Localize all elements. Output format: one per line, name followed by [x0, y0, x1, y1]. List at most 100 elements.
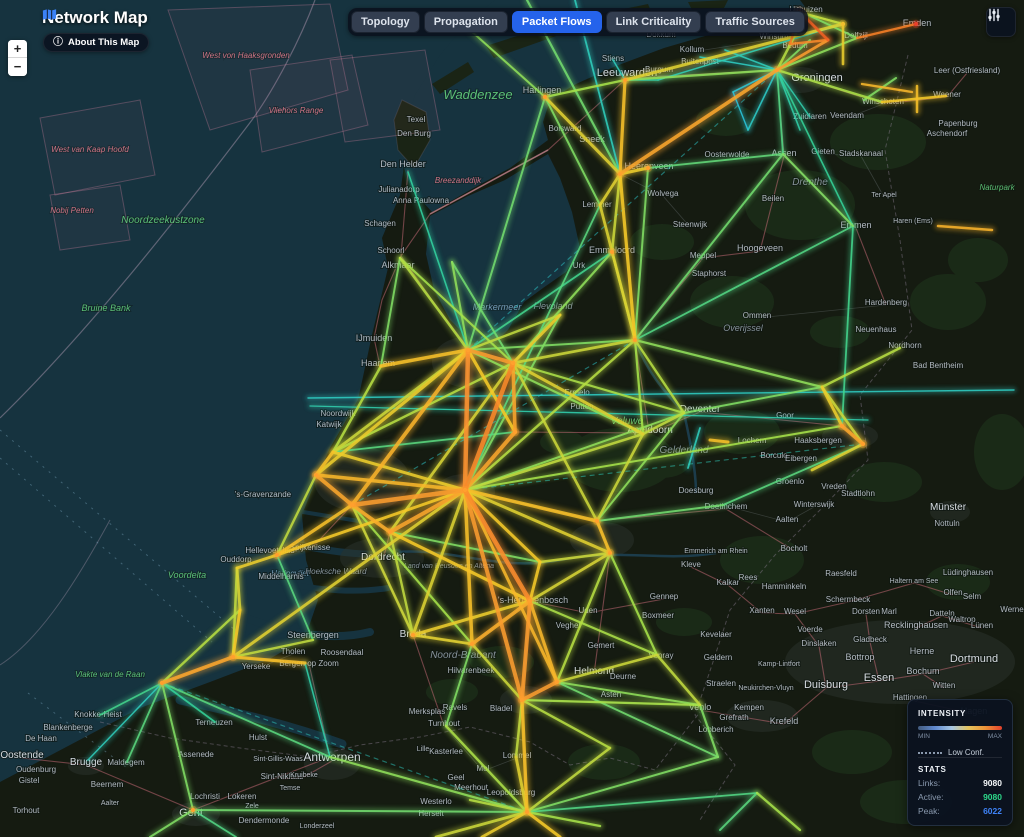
- network-node[interactable]: [607, 550, 613, 556]
- flow-line: [464, 412, 685, 491]
- network-node[interactable]: [519, 697, 525, 703]
- map-label: Hilvarenbeek: [448, 666, 496, 675]
- map-label: Ter Apel: [871, 192, 897, 199]
- app-header: Network Map: [42, 8, 148, 28]
- network-node[interactable]: [190, 807, 196, 813]
- network-node[interactable]: [594, 518, 600, 524]
- network-node[interactable]: [524, 809, 530, 815]
- map-label: Geldern: [704, 653, 732, 662]
- low-conf-label: Low Conf.: [948, 748, 985, 757]
- flow-line: [776, 69, 854, 227]
- map-label: Boxmeer: [642, 611, 674, 620]
- map-label: Gieten: [811, 147, 835, 156]
- flow-line: [463, 488, 559, 684]
- network-node[interactable]: [839, 423, 845, 429]
- stat-row: Active: 9080: [918, 792, 1002, 802]
- zoom-in-button[interactable]: +: [8, 40, 27, 58]
- network-node[interactable]: [274, 552, 280, 558]
- tab-traffic-sources[interactable]: Traffic Sources: [705, 11, 805, 33]
- flow-line: [87, 682, 163, 761]
- map-label: Middelharnis: [258, 572, 303, 581]
- layer-settings-button[interactable]: [986, 7, 1016, 37]
- network-node[interactable]: [622, 77, 628, 83]
- tab-propagation[interactable]: Propagation: [423, 11, 508, 33]
- map-label: Ommen: [743, 311, 771, 320]
- map-label: Tholen: [281, 647, 305, 656]
- flow-line: [634, 153, 784, 341]
- tab-packet-flows[interactable]: Packet Flows: [511, 11, 602, 33]
- zoom-out-button[interactable]: −: [8, 58, 27, 76]
- flow-line: [538, 551, 612, 564]
- network-node[interactable]: [469, 641, 475, 647]
- flow-line: [511, 361, 645, 436]
- network-node[interactable]: [387, 529, 393, 535]
- flow-line: [160, 608, 242, 685]
- map-label: Doesburg: [679, 486, 714, 495]
- flow-line: [463, 488, 524, 702]
- map-label: Oostende: [0, 750, 44, 761]
- network-node[interactable]: [313, 472, 319, 478]
- map-label: Schagen: [364, 219, 396, 228]
- network-node[interactable]: [774, 67, 780, 73]
- flow-line: [467, 251, 613, 351]
- flow-line: [596, 504, 724, 522]
- network-node[interactable]: [230, 654, 236, 660]
- map-label: Neukirchen-Vluyn: [738, 685, 793, 692]
- network-node[interactable]: [554, 679, 560, 685]
- map-label: Roosendaal: [321, 648, 364, 657]
- map-label: De Haan: [25, 734, 57, 743]
- map-label: Bergen op Zoom: [279, 659, 339, 668]
- network-node[interactable]: [410, 632, 416, 638]
- map-label: Blankenberge: [43, 723, 93, 732]
- map-label: Nordhorn: [888, 341, 921, 350]
- network-node[interactable]: [512, 429, 518, 435]
- tab-link-criticality[interactable]: Link Criticality: [605, 11, 702, 33]
- flow-line: [520, 680, 559, 702]
- network-node[interactable]: [462, 487, 468, 493]
- map-label: Haaksbergen: [794, 436, 842, 445]
- map-label: Sint-Gillis-Waas: [253, 756, 303, 763]
- flow-line: [160, 655, 235, 685]
- network-node[interactable]: [510, 360, 516, 366]
- flow-line: [463, 488, 599, 523]
- flow-line: [820, 346, 902, 389]
- flow-line: [450, 260, 470, 352]
- network-node[interactable]: [840, 21, 846, 27]
- map-label: Grefrath: [719, 713, 748, 722]
- network-node[interactable]: [609, 249, 615, 255]
- network-node[interactable]: [860, 441, 866, 447]
- network-node[interactable]: [527, 598, 533, 604]
- map-label: Winterswijk: [794, 500, 835, 509]
- network-node[interactable]: [542, 94, 548, 100]
- map-label: Gemert: [588, 641, 615, 650]
- map-label: Lochristi: [190, 792, 220, 801]
- flow-line: [380, 257, 401, 367]
- intensity-gradient: [918, 726, 1002, 730]
- flow-line: [398, 256, 515, 365]
- legend-stats-panel: INTENSITY MIN MAX Low Conf. STATS Links:…: [907, 699, 1013, 826]
- network-node[interactable]: [645, 165, 651, 171]
- flow-line: [309, 405, 869, 421]
- flow-line: [463, 488, 542, 564]
- tab-topology[interactable]: Topology: [351, 11, 420, 33]
- flow-line: [520, 599, 532, 702]
- network-node[interactable]: [159, 680, 165, 686]
- flow-line: [618, 172, 637, 342]
- stats-rows: Links: 9080 Active: 9080 Peak: 6022: [918, 778, 1002, 816]
- network-node[interactable]: [632, 337, 638, 343]
- network-node[interactable]: [913, 21, 919, 27]
- network-node[interactable]: [617, 171, 623, 177]
- flow-line: [525, 746, 612, 814]
- flow-line: [618, 78, 627, 176]
- network-node[interactable]: [349, 502, 355, 508]
- flow-line: [722, 443, 864, 506]
- map-label: Hattingen: [893, 693, 927, 702]
- map-label: Hoeksche Waard: [305, 567, 367, 576]
- map-label: Groenlo: [776, 477, 805, 486]
- map-label: Wolvega: [648, 189, 680, 198]
- map-label: Voordelta: [168, 570, 206, 580]
- network-node[interactable]: [465, 347, 471, 353]
- flow-line: [192, 809, 237, 837]
- about-this-map-button[interactable]: ⓘ About This Map: [43, 33, 150, 52]
